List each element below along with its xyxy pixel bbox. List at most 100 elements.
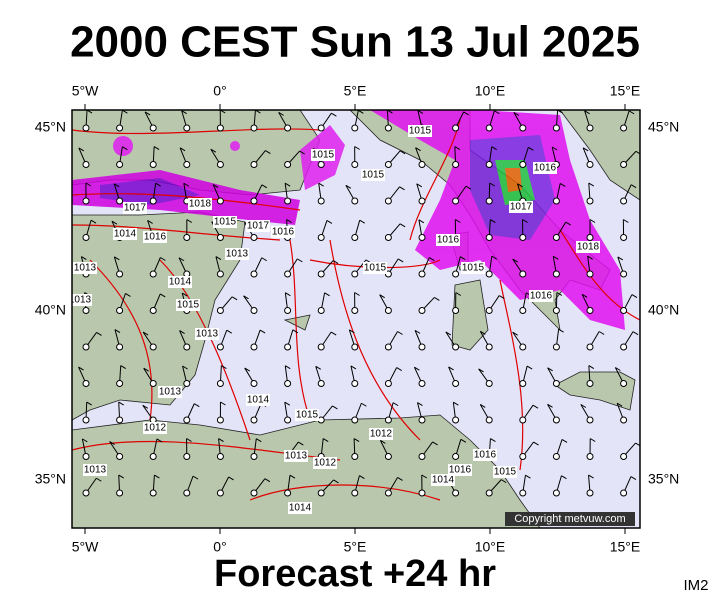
station bbox=[553, 308, 559, 314]
isobar-label: 1015 bbox=[214, 217, 237, 228]
station bbox=[419, 454, 425, 460]
station bbox=[385, 344, 391, 350]
station bbox=[251, 417, 257, 423]
station bbox=[621, 125, 627, 131]
station bbox=[419, 490, 425, 496]
station bbox=[520, 490, 526, 496]
station bbox=[621, 454, 627, 460]
station bbox=[587, 198, 593, 204]
station bbox=[217, 125, 223, 131]
station bbox=[352, 271, 358, 277]
station bbox=[385, 235, 391, 241]
station bbox=[486, 308, 492, 314]
station bbox=[486, 125, 492, 131]
station bbox=[587, 344, 593, 350]
isobar-label: 1013 bbox=[74, 263, 97, 274]
lat-label-left: 40°N bbox=[35, 302, 66, 318]
station bbox=[385, 417, 391, 423]
station bbox=[184, 490, 190, 496]
station bbox=[83, 308, 89, 314]
station bbox=[453, 344, 459, 350]
station bbox=[184, 344, 190, 350]
isobar-label: 1016 bbox=[449, 465, 472, 476]
station bbox=[318, 235, 324, 241]
isobar-label: 1014 bbox=[289, 503, 312, 514]
station bbox=[150, 308, 156, 314]
station bbox=[453, 417, 459, 423]
station bbox=[553, 235, 559, 241]
station bbox=[251, 162, 257, 168]
isobar-label: 1015 bbox=[312, 150, 335, 161]
station bbox=[184, 454, 190, 460]
code: IM2 bbox=[683, 577, 708, 594]
station bbox=[285, 381, 291, 387]
station bbox=[587, 271, 593, 277]
isobar-label: 1015 bbox=[364, 263, 387, 274]
station bbox=[486, 344, 492, 350]
station bbox=[553, 198, 559, 204]
station bbox=[352, 381, 358, 387]
station bbox=[553, 271, 559, 277]
lon-label-top: 15°E bbox=[610, 83, 641, 99]
station bbox=[419, 271, 425, 277]
station bbox=[520, 344, 526, 350]
lat-label-left: 35°N bbox=[35, 471, 66, 487]
station bbox=[587, 162, 593, 168]
station bbox=[117, 198, 123, 204]
station bbox=[150, 271, 156, 277]
lat-label-right: 40°N bbox=[648, 302, 679, 318]
station bbox=[352, 235, 358, 241]
station bbox=[621, 235, 627, 241]
isobar-label: 1017 bbox=[124, 203, 147, 214]
station bbox=[285, 308, 291, 314]
station bbox=[352, 454, 358, 460]
station bbox=[453, 490, 459, 496]
station bbox=[587, 235, 593, 241]
station bbox=[117, 381, 123, 387]
station bbox=[486, 271, 492, 277]
station bbox=[553, 125, 559, 131]
station bbox=[453, 162, 459, 168]
station bbox=[184, 235, 190, 241]
station bbox=[251, 454, 257, 460]
station bbox=[217, 381, 223, 387]
station bbox=[285, 417, 291, 423]
lat-label-left: 45°N bbox=[35, 119, 66, 135]
station bbox=[352, 308, 358, 314]
station bbox=[520, 381, 526, 387]
station bbox=[453, 271, 459, 277]
isobar-label: 1015 bbox=[409, 126, 432, 137]
subtitle: Forecast +24 hr bbox=[214, 553, 496, 595]
station bbox=[587, 417, 593, 423]
isobar-label: 1014 bbox=[114, 229, 137, 240]
isobar-label: 1017 bbox=[247, 221, 270, 232]
station bbox=[117, 162, 123, 168]
station bbox=[285, 490, 291, 496]
station bbox=[520, 162, 526, 168]
title: 2000 CEST Sun 13 Jul 2025 bbox=[70, 18, 640, 67]
station bbox=[217, 308, 223, 314]
lon-label-top: 5°W bbox=[72, 83, 99, 99]
isobar-label: 1017 bbox=[510, 202, 533, 213]
station bbox=[553, 381, 559, 387]
station bbox=[150, 344, 156, 350]
station bbox=[486, 490, 492, 496]
station bbox=[285, 162, 291, 168]
station bbox=[318, 162, 324, 168]
station bbox=[419, 344, 425, 350]
station bbox=[385, 125, 391, 131]
station bbox=[419, 308, 425, 314]
station bbox=[217, 417, 223, 423]
station bbox=[83, 344, 89, 350]
station bbox=[419, 198, 425, 204]
isobar-label: 1018 bbox=[577, 242, 600, 253]
station bbox=[117, 271, 123, 277]
isobar-label: 1014 bbox=[169, 277, 192, 288]
station bbox=[318, 381, 324, 387]
lon-label-bottom: 5°E bbox=[344, 539, 367, 555]
station bbox=[251, 125, 257, 131]
station bbox=[419, 162, 425, 168]
station bbox=[621, 381, 627, 387]
station bbox=[117, 490, 123, 496]
